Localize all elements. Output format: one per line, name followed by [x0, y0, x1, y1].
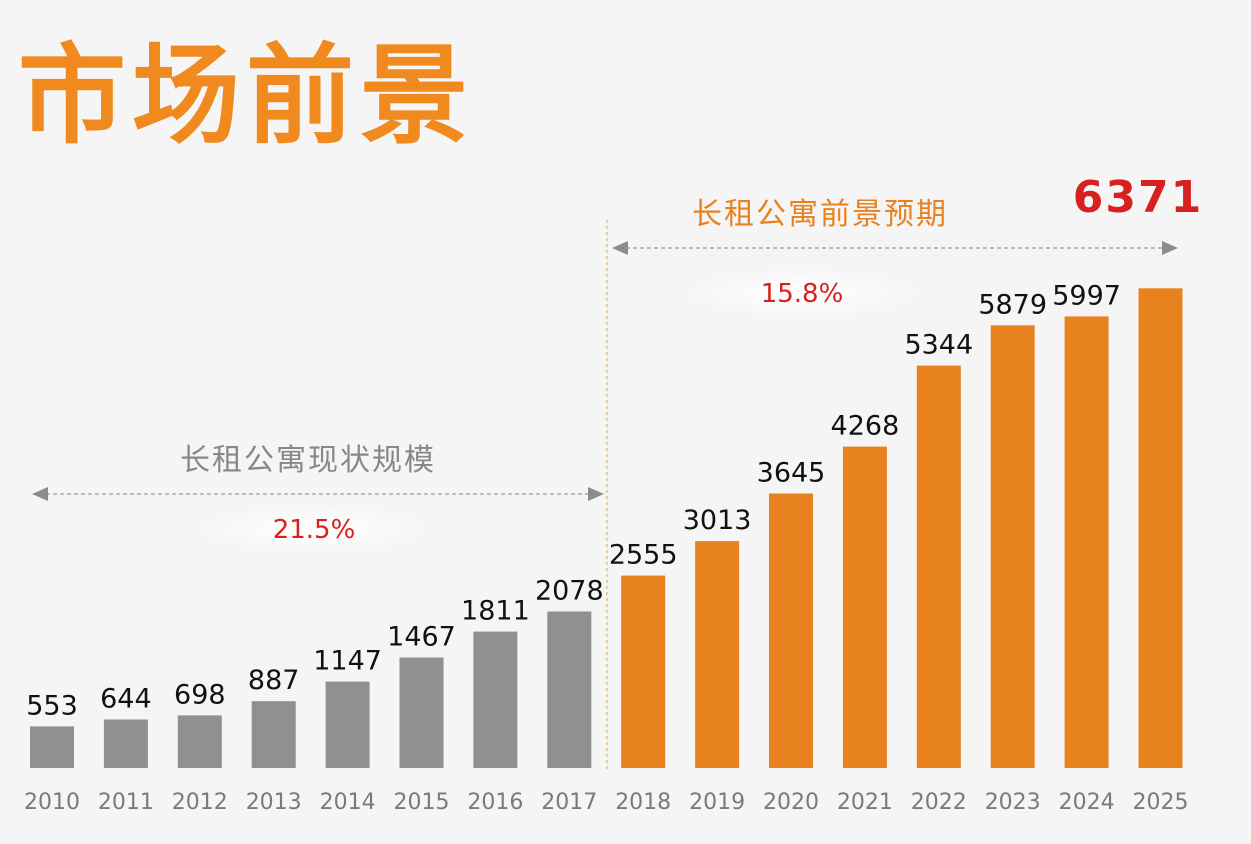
bar-2013 [251, 701, 296, 768]
arrow-left-icon [612, 241, 628, 255]
arrow-right-icon [1162, 241, 1178, 255]
arrow-right-icon [588, 487, 604, 501]
value-label-2017: 2078 [535, 576, 604, 607]
x-tick-2022: 2022 [911, 790, 967, 815]
bar-2011 [103, 719, 148, 768]
arrow-left-icon [32, 487, 48, 501]
bar-2024 [1064, 316, 1109, 768]
bars-layer: 553 2010 644 2011 698 2012 887 2013 1147 2014 1467… [24, 280, 1189, 815]
bar-2018 [621, 575, 666, 768]
x-tick-2019: 2019 [689, 790, 745, 815]
highlight-value-label: 6371 [1073, 172, 1203, 223]
bar-2014 [325, 681, 370, 768]
x-tick-2021: 2021 [837, 790, 893, 815]
value-label-2013: 887 [248, 665, 300, 696]
value-label-2020: 3645 [757, 458, 826, 489]
value-label-2012: 698 [174, 679, 226, 710]
bar-2017 [547, 611, 592, 768]
value-label-2011: 644 [100, 684, 152, 715]
x-tick-2011: 2011 [98, 790, 154, 815]
growth-badge-bg [682, 267, 922, 319]
x-tick-2015: 2015 [394, 790, 450, 815]
bar-2015 [399, 657, 444, 768]
value-label-2019: 3013 [683, 505, 752, 536]
x-tick-2023: 2023 [985, 790, 1041, 815]
page-title: 市场前景 [18, 34, 475, 159]
bar-2016 [473, 631, 518, 768]
growth-rate-label: 15.8% [761, 279, 844, 309]
value-label-2018: 2555 [609, 540, 678, 571]
x-tick-2017: 2017 [541, 790, 597, 815]
growth-rate-label: 21.5% [273, 515, 356, 545]
x-tick-2012: 2012 [172, 790, 228, 815]
x-tick-2014: 2014 [320, 790, 376, 815]
segment-label: 长租公寓现状规模 [180, 443, 436, 478]
x-tick-2025: 2025 [1133, 790, 1189, 815]
value-label-2014: 1147 [313, 646, 382, 677]
bar-2025 [1138, 288, 1183, 768]
value-label-2023: 5879 [978, 289, 1047, 320]
bar-2023 [990, 325, 1035, 768]
x-tick-2020: 2020 [763, 790, 819, 815]
x-tick-2013: 2013 [246, 790, 302, 815]
value-label-2022: 5344 [904, 330, 973, 361]
bar-2022 [916, 365, 961, 768]
value-label-2016: 1811 [461, 596, 530, 627]
value-label-2010: 553 [26, 690, 78, 721]
x-tick-2016: 2016 [467, 790, 523, 815]
value-label-2021: 4268 [831, 411, 900, 442]
bar-2012 [177, 715, 222, 768]
bar-2020 [769, 493, 813, 768]
bar-2010 [30, 726, 74, 768]
x-tick-2018: 2018 [615, 790, 671, 815]
segment-label: 长租公寓前景预期 [692, 197, 948, 232]
value-label-2024: 5997 [1052, 280, 1121, 311]
value-label-2015: 1467 [387, 622, 456, 653]
bar-2019 [695, 541, 740, 768]
x-tick-2010: 2010 [24, 790, 80, 815]
x-tick-2024: 2024 [1059, 790, 1115, 815]
bar-2021 [842, 446, 887, 768]
growth-badge-bg [194, 503, 434, 555]
overlay-layer: 6371 长租公寓现状规模 21.5% 长租公寓前景预期 15.8% [32, 172, 1203, 770]
